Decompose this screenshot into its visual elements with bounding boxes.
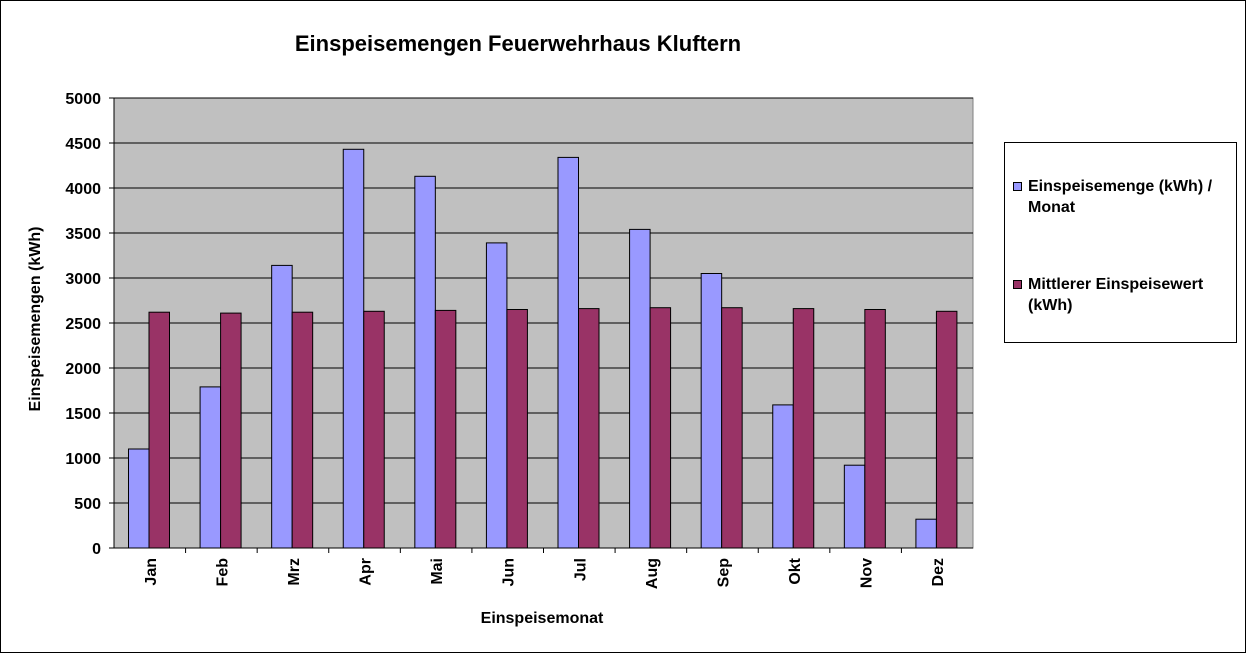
bar-einspeisemenge [915,518,937,549]
bar-einspeisemenge [843,464,866,549]
y-tick-label: 5000 [65,91,101,108]
bar-einspeisemenge [772,404,794,549]
bar-mittlerer-einspeisewert [935,310,958,549]
y-tick-label: 500 [74,496,101,513]
y-tick-label: 2000 [65,361,101,378]
x-tick-label: Feb [214,558,231,587]
x-tick-label: Nov [859,558,876,588]
x-axis-ticks: Jan Feb Mrz Apr Mai Jun Jul Aug Sep Okt Nov Dez [143,548,947,589]
bar-einspeisemenge [271,264,293,549]
bar-mittlerer-einspeisewert [792,308,815,549]
x-tick-label: Dez [930,558,947,586]
bar-mittlerer-einspeisewert [220,312,242,549]
bar-einspeisemenge [557,156,579,549]
x-tick-label: Jul [572,558,589,581]
y-tick-label: 0 [92,541,101,558]
bar-mittlerer-einspeisewert [864,309,886,549]
bar-mittlerer-einspeisewert [148,311,170,549]
bar-einspeisemenge [342,148,365,549]
legend-swatch-mittlerer-einspeisewert [1013,280,1022,289]
y-tick-label: 3500 [65,226,101,243]
bar-einspeisemenge [700,273,723,549]
chart-legend: Einspeisemenge (kWh) / Monat Mittlerer E… [1004,142,1237,343]
y-tick-label: 4000 [65,181,101,198]
y-tick-label: 3000 [65,271,101,288]
bar-mittlerer-einspeisewert [434,309,457,549]
y-tick-label: 1000 [65,451,101,468]
x-tick-label: Sep [715,558,732,588]
bar-einspeisemenge [485,242,508,549]
x-axis-label: Einspeisemonat [481,610,604,627]
x-tick-label: Okt [787,557,804,584]
y-axis-label: Einspeisemengen (kWh) [27,227,44,412]
bar-einspeisemenge [199,386,222,549]
x-tick-label: Jun [501,558,518,586]
bar-einspeisemenge [629,228,651,549]
legend-label-mittlerer-einspeisewert: Mittlerer Einspeisewert (kWh) [1028,276,1204,314]
chart-title: Einspeisemengen Feuerwehrhaus Kluftern [295,31,741,56]
bar-einspeisemenge [414,175,436,549]
y-tick-label: 2500 [65,316,101,333]
y-tick-label: 1500 [65,406,101,423]
bar-mittlerer-einspeisewert [291,311,314,549]
bar-mittlerer-einspeisewert [363,310,385,549]
bars [128,148,958,549]
bar-mittlerer-einspeisewert [506,309,528,549]
x-tick-label: Jan [143,558,160,586]
x-tick-label: Aug [644,558,661,589]
x-tick-label: Mrz [286,558,303,586]
x-tick-label: Mai [429,558,446,585]
legend-swatch-einspeisemenge [1013,182,1022,191]
x-tick-label: Apr [358,558,375,586]
bar-mittlerer-einspeisewert [721,307,743,549]
bar-mittlerer-einspeisewert [649,307,672,549]
y-axis-ticks: 0 500 1000 1500 2000 2500 3000 3500 4000 4500 5000 [65,91,114,558]
bar-mittlerer-einspeisewert [578,308,600,549]
y-tick-label: 4500 [65,136,101,153]
bar-einspeisemenge [128,448,150,549]
legend-label-einspeisemenge: Einspeisemenge (kWh) / Monat [1028,178,1213,216]
gridlines [114,97,973,504]
